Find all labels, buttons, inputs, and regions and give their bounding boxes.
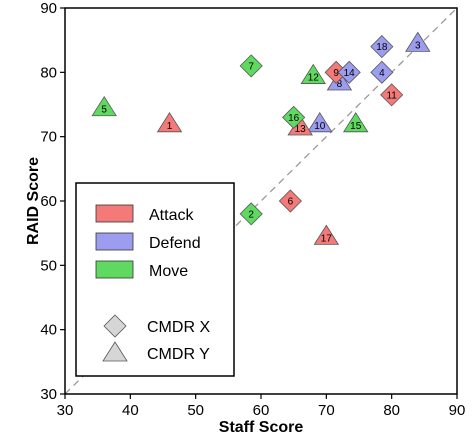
legend-swatch (95, 232, 134, 251)
legend-swatch (95, 204, 134, 223)
point-label: 4 (379, 68, 385, 79)
legend-diamond-icon (103, 314, 127, 338)
point-marker-triangle (156, 112, 183, 133)
data-point: 15 (343, 112, 369, 133)
data-point: 14 (337, 60, 361, 84)
legend: Attack Defend Move CMDR X CMDR Y (75, 182, 235, 377)
y-tick-label: 30 (40, 386, 57, 403)
point-marker-diamond (239, 202, 263, 226)
point-label: 14 (344, 68, 356, 79)
legend-swatch (95, 260, 134, 279)
point-marker-triangle (300, 63, 326, 84)
point-marker-triangle (343, 112, 369, 133)
legend-label: CMDR X (147, 319, 210, 336)
x-tick-label: 30 (57, 402, 74, 419)
point-label: 13 (295, 124, 307, 135)
data-point: 2 (239, 202, 263, 226)
x-tick-label: 80 (383, 402, 400, 419)
y-tick-label: 80 (40, 64, 57, 81)
data-point: 16 (282, 105, 306, 129)
point-label: 5 (101, 105, 107, 116)
y-tick-label: 70 (40, 129, 57, 146)
point-label: 3 (415, 40, 421, 51)
point-marker-diamond (380, 83, 404, 107)
legend-label: CMDR Y (147, 346, 210, 363)
point-label: 9 (333, 68, 339, 79)
y-tick-label: 50 (40, 257, 57, 274)
point-marker-diamond (278, 189, 302, 213)
x-tick-label: 50 (187, 402, 204, 419)
point-label: 7 (248, 61, 254, 72)
point-label: 1 (167, 121, 173, 132)
legend-label: Defend (149, 235, 201, 252)
axis-ticks-layer: 30 40 50 60 70 80 90 30 40 50 60 70 80 90 (40, 0, 465, 419)
point-label: 16 (288, 113, 300, 124)
data-point: 18 (370, 35, 394, 59)
data-point: 12 (300, 63, 326, 84)
point-marker-triangle (91, 95, 117, 117)
y-tick-label: 90 (40, 0, 57, 17)
y-axis-title: RAID Score (25, 157, 42, 245)
point-label: 10 (314, 121, 326, 132)
legend-label: Move (149, 263, 188, 280)
data-point: 4 (370, 60, 394, 84)
x-tick-label: 40 (122, 402, 139, 419)
data-point: 5 (91, 95, 117, 117)
data-point: 6 (278, 189, 302, 213)
x-tick-label: 70 (318, 402, 335, 419)
point-label: 2 (248, 209, 254, 220)
point-marker-triangle (313, 224, 340, 245)
point-marker-triangle (405, 31, 431, 52)
x-tick-label: 60 (253, 402, 270, 419)
data-point: 17 (313, 224, 340, 245)
point-marker-diamond (282, 105, 306, 129)
data-point: 3 (405, 31, 431, 52)
point-label: 12 (308, 73, 320, 84)
y-tick-label: 60 (40, 193, 57, 210)
data-point: 10 (307, 112, 333, 133)
data-point: 1 (156, 112, 183, 133)
point-label: 8 (337, 79, 343, 90)
point-marker-diamond (370, 35, 394, 59)
x-tick-label: 90 (449, 402, 466, 419)
legend-label: Attack (149, 207, 194, 224)
point-marker-diamond (370, 60, 394, 84)
legend-triangle-icon (102, 341, 128, 362)
point-marker-diamond (337, 60, 361, 84)
point-label: 11 (386, 90, 397, 101)
point-marker-triangle (307, 112, 333, 133)
point-label: 15 (350, 121, 362, 132)
point-marker-diamond (239, 54, 263, 78)
point-label: 18 (376, 42, 388, 53)
data-point: 11 (380, 83, 404, 107)
x-axis-title: Staff Score (219, 419, 304, 436)
data-point: 7 (239, 54, 263, 78)
point-label: 6 (288, 197, 294, 208)
y-tick-label: 40 (40, 322, 57, 339)
point-label: 17 (321, 233, 333, 244)
